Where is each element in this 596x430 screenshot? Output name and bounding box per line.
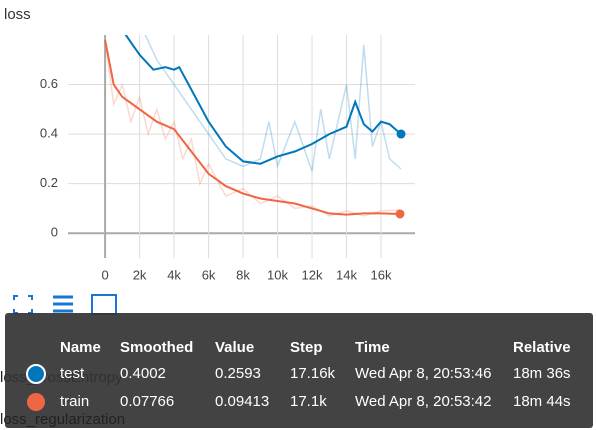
tooltip-header: Smoothed	[120, 339, 193, 356]
tooltip-cell: 18m 44s	[513, 393, 571, 410]
tooltip-cell: 17.1k	[290, 393, 327, 410]
tooltip-header: Step	[290, 339, 323, 356]
tooltip-header: Relative	[513, 339, 571, 356]
x-tick-label: 16k	[371, 267, 392, 282]
tooltip	[5, 313, 593, 428]
fullscreen-icon[interactable]	[13, 295, 33, 314]
tooltip-header: Time	[355, 339, 390, 356]
x-tick-label: 4k	[167, 267, 181, 282]
tooltip-header: Value	[215, 339, 254, 356]
x-tick-label: 0	[101, 267, 108, 282]
run-label: loss_regularization	[0, 411, 125, 428]
log-scale-icon[interactable]	[53, 295, 73, 313]
tooltip-cell: 18m 36s	[513, 365, 571, 382]
run-swatch	[27, 393, 45, 411]
tooltip-cell: 0.09413	[215, 393, 269, 410]
tooltip-header: Name	[60, 339, 101, 356]
x-tick-label: 14k	[336, 267, 357, 282]
x-tick-label: 12k	[302, 267, 323, 282]
run-swatch	[26, 364, 46, 384]
tooltip-cell: 17.16k	[290, 365, 336, 382]
tooltip-cell: 0.07766	[120, 393, 174, 410]
x-tick-label: 6k	[202, 267, 216, 282]
smoothed-line	[104, 39, 401, 216]
tooltip-cell: test	[60, 365, 85, 382]
tooltip-cell: 0.4002	[120, 365, 166, 382]
chart-title: loss	[4, 6, 31, 23]
tooltip-cell: Wed Apr 8, 20:53:42	[355, 393, 492, 410]
raw-line	[104, 39, 401, 217]
y-tick-label: 0.6	[40, 76, 58, 91]
y-tick-label: 0	[51, 225, 58, 240]
tooltip-cell: Wed Apr 8, 20:53:46	[355, 365, 492, 382]
toolbar	[13, 294, 117, 315]
end-marker	[396, 129, 406, 139]
y-tick-label: 0.2	[40, 175, 58, 190]
x-tick-label: 8k	[236, 267, 250, 282]
tooltip-cell: train	[60, 393, 89, 410]
fit-domain-icon[interactable]	[91, 294, 117, 315]
end-marker	[395, 209, 405, 219]
smoothed-line	[124, 35, 402, 165]
x-tick-label: 10k	[267, 267, 288, 282]
tooltip-cell: 0.2593	[215, 365, 261, 382]
raw-line	[144, 35, 402, 172]
x-tick-label: 2k	[133, 267, 147, 282]
y-tick-label: 0.4	[40, 126, 58, 141]
